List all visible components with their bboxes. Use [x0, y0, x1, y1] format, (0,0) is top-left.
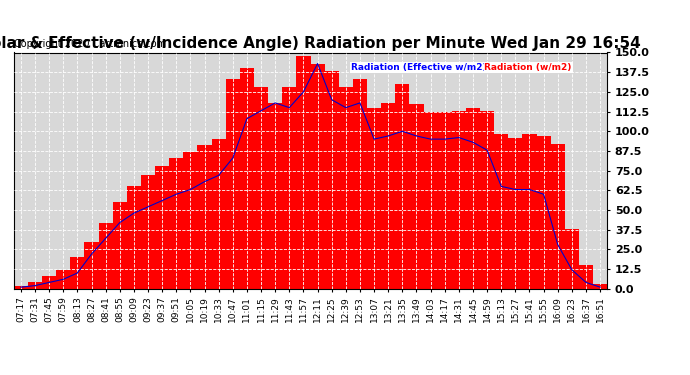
Bar [197, 146, 212, 289]
Bar [339, 87, 353, 289]
Bar [28, 282, 42, 289]
Bar [184, 152, 197, 289]
Bar [169, 158, 184, 289]
Bar [84, 242, 99, 289]
Bar [297, 56, 310, 289]
Bar [240, 68, 254, 289]
Bar [127, 186, 141, 289]
Bar [551, 144, 565, 289]
Title: Solar & Effective (w/Incidence Angle) Radiation per Minute Wed Jan 29 16:54: Solar & Effective (w/Incidence Angle) Ra… [0, 36, 641, 51]
Bar [56, 270, 70, 289]
Bar [324, 71, 339, 289]
Bar [70, 257, 84, 289]
Bar [254, 87, 268, 289]
Bar [593, 284, 607, 289]
Bar [310, 63, 324, 289]
Bar [494, 134, 509, 289]
Bar [155, 166, 169, 289]
Bar [367, 108, 381, 289]
Bar [537, 136, 551, 289]
Bar [14, 286, 28, 289]
Bar [353, 79, 367, 289]
Bar [99, 223, 112, 289]
Text: Copyright 2020 Cartronics.com: Copyright 2020 Cartronics.com [14, 39, 166, 50]
Bar [141, 176, 155, 289]
Bar [565, 229, 579, 289]
Bar [579, 265, 593, 289]
Bar [452, 111, 466, 289]
Text: Radiation (w/m2): Radiation (w/m2) [484, 63, 572, 72]
Bar [381, 103, 395, 289]
Text: Radiation (Effective w/m2): Radiation (Effective w/m2) [351, 63, 487, 72]
Bar [424, 112, 437, 289]
Bar [437, 112, 452, 289]
Bar [466, 108, 480, 289]
Bar [395, 84, 409, 289]
Bar [282, 87, 297, 289]
Bar [480, 111, 494, 289]
Bar [509, 138, 522, 289]
Bar [226, 79, 240, 289]
Bar [522, 134, 537, 289]
Bar [268, 103, 282, 289]
Bar [212, 139, 226, 289]
Bar [42, 276, 56, 289]
Bar [409, 105, 424, 289]
Bar [112, 202, 127, 289]
